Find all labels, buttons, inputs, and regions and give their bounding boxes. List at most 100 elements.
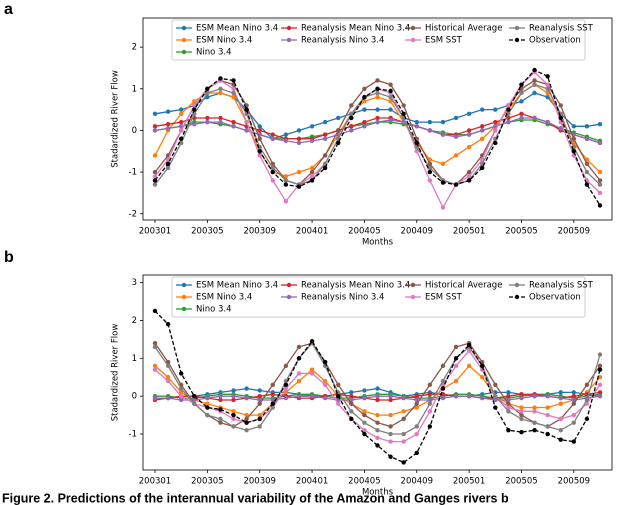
- x-tick-label: 200501: [453, 477, 485, 487]
- point: [296, 344, 302, 350]
- legend-marker: [410, 37, 416, 43]
- point: [532, 115, 537, 121]
- point: [178, 397, 184, 403]
- point: [545, 119, 550, 125]
- point: [506, 409, 511, 414]
- point: [558, 103, 563, 108]
- point: [178, 136, 184, 141]
- point: [165, 322, 171, 327]
- legend-label: Nino 3.4: [196, 48, 232, 58]
- point: [571, 420, 577, 425]
- y-tick-label: 1: [132, 354, 137, 364]
- point: [231, 409, 236, 414]
- point: [401, 460, 406, 465]
- point: [493, 382, 498, 388]
- point: [192, 107, 197, 112]
- x-axis-label: Months: [362, 488, 394, 498]
- x-tick-label: 200505: [505, 227, 537, 237]
- series-line: [154, 83, 601, 186]
- point: [362, 107, 367, 112]
- point: [532, 405, 537, 410]
- point: [440, 180, 446, 185]
- point: [414, 450, 419, 456]
- point: [336, 115, 341, 121]
- point: [192, 103, 197, 108]
- point: [192, 401, 197, 406]
- point: [336, 393, 341, 399]
- panel-label: a: [4, 1, 13, 18]
- point: [466, 144, 472, 150]
- point: [597, 182, 603, 187]
- point: [466, 393, 472, 399]
- point: [362, 412, 367, 418]
- point: [362, 388, 367, 393]
- point: [244, 420, 249, 425]
- point: [519, 416, 524, 422]
- point: [375, 119, 380, 125]
- point: [440, 363, 446, 369]
- point: [519, 409, 524, 414]
- point: [178, 107, 184, 112]
- point: [493, 136, 498, 141]
- point: [453, 153, 459, 158]
- point: [427, 165, 433, 171]
- point: [270, 405, 275, 410]
- point: [584, 124, 590, 129]
- point: [506, 390, 511, 395]
- point: [427, 392, 433, 397]
- legend-label: ESM Mean Nino 3.4: [196, 281, 278, 291]
- point: [571, 412, 577, 418]
- legend-label: ESM Nino 3.4: [196, 36, 252, 46]
- point: [480, 395, 485, 401]
- point: [296, 371, 302, 376]
- point: [597, 178, 603, 183]
- point: [558, 416, 563, 422]
- point: [165, 165, 171, 171]
- point: [349, 115, 354, 121]
- point: [296, 128, 302, 133]
- x-tick-label: 200305: [191, 477, 223, 487]
- point: [231, 416, 236, 422]
- point: [375, 386, 380, 391]
- point: [545, 393, 550, 399]
- point: [178, 119, 184, 125]
- legend-box: [171, 19, 586, 61]
- point: [453, 344, 459, 350]
- point: [427, 382, 433, 388]
- point: [375, 443, 380, 448]
- point: [493, 140, 498, 146]
- point: [244, 128, 249, 133]
- point: [597, 382, 603, 388]
- point: [218, 393, 223, 399]
- point: [257, 136, 262, 141]
- point: [453, 393, 459, 399]
- point: [270, 132, 275, 137]
- point: [558, 115, 563, 121]
- point: [493, 393, 498, 399]
- caption: Figure 2. Predictions of the interannual…: [2, 491, 509, 505]
- point: [152, 367, 158, 372]
- legend-marker: [514, 25, 520, 31]
- point: [205, 401, 210, 406]
- y-tick-label: 2: [132, 43, 137, 53]
- point: [584, 182, 590, 187]
- point: [597, 122, 603, 127]
- point: [375, 90, 380, 96]
- point: [571, 393, 577, 399]
- point: [453, 115, 459, 121]
- point: [584, 382, 590, 388]
- point: [322, 119, 328, 125]
- point: [532, 82, 537, 87]
- x-tick-label: 200309: [243, 227, 275, 237]
- x-tick-label: 200301: [139, 477, 171, 487]
- point: [519, 82, 524, 87]
- point: [218, 420, 223, 425]
- legend-marker: [514, 37, 520, 43]
- point: [322, 132, 328, 137]
- point: [584, 416, 590, 422]
- point: [375, 428, 380, 433]
- point: [466, 178, 472, 183]
- point: [205, 115, 210, 121]
- legend-marker: [181, 49, 187, 55]
- point: [532, 409, 537, 414]
